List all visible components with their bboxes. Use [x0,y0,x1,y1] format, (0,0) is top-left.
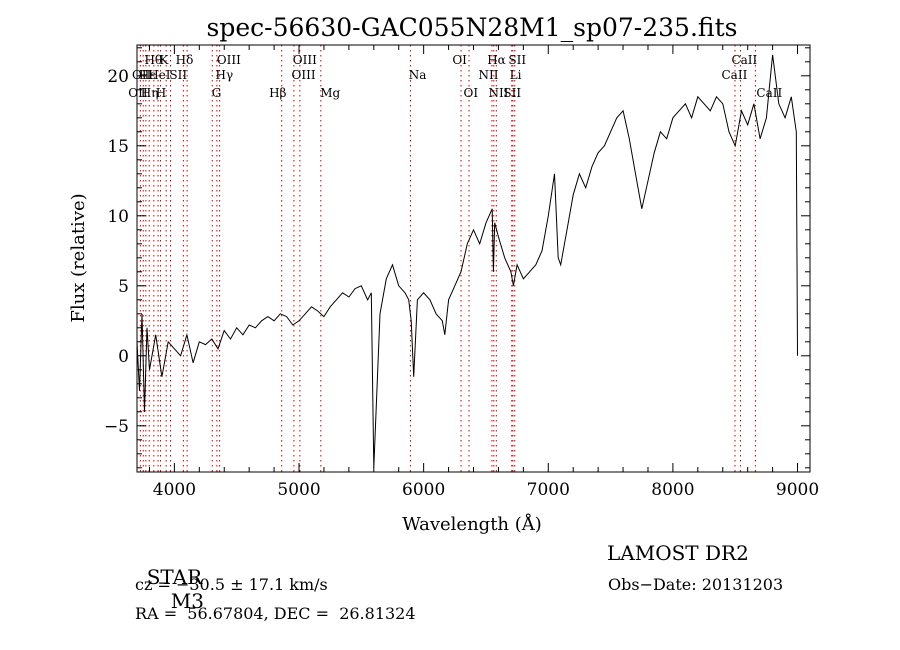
y-tick-label: 20 [107,67,129,87]
spectral-line-label: HeI [148,68,171,82]
spectral-line-label: Hθ [144,53,162,67]
spectral-line-label: OIII [217,53,241,67]
y-axis: −5 0 5 10 15 20 [104,47,810,469]
spectral-line-label: SII [169,68,187,82]
spectral-line-label: G [212,86,222,100]
x-tick-label: 7000 [527,480,570,500]
x-axis: 4000 5000 6000 7000 8000 9000 [148,45,819,500]
x-tick-label: 5000 [277,480,320,500]
y-tick-label: 5 [118,277,129,297]
spectral-line-label: Hγ [216,68,234,82]
spectral-line-label: Hβ [269,86,286,100]
spectral-line-label: Hδ [176,53,194,67]
spectral-line-markers [139,45,756,472]
spectral-line-label: OIII [293,53,317,67]
spectral-line-label: H [156,86,166,100]
spectral-line-label: OI [452,53,467,67]
y-tick-label: 10 [107,207,129,227]
x-tick-label: 9000 [776,480,819,500]
spectral-line-label: OI [464,86,479,100]
spectral-line-label: CaII [756,86,782,100]
spectral-line-label: Hε [139,68,156,82]
spectral-line-label: NII [478,68,498,82]
x-tick-label: 6000 [402,480,445,500]
x-axis-label: Wavelength (Å) [402,513,542,535]
y-tick-label: −5 [104,417,129,437]
x-tick-label: 4000 [153,480,196,500]
spectral-line-label: Na [409,68,427,82]
spectrum-chart: spec-56630-GAC055N28M1_sp07-235.fits HθK… [68,13,819,535]
subclass-label: M3 [170,589,204,613]
spectral-line-label: SII [503,86,521,100]
survey-label: LAMOST DR2 [607,541,749,565]
spectral-line-label: Mg [320,86,340,100]
spectrum-line [136,54,798,468]
object-class: STAR M3 [134,541,204,613]
spectral-line-label: CaII [731,53,757,67]
spectrum-series [136,54,798,468]
spectral-line-label: OII [128,86,148,100]
spectral-line-label: K [159,53,169,67]
spectral-line-label: Li [510,68,522,82]
obs-date: Obs−Date: 20131203 [608,575,784,594]
x-tick-label: 8000 [651,480,694,500]
redshift-readout: cz = −30.5 ± 17.1 km/s [135,575,328,594]
spectral-line-label: OIII [292,68,316,82]
spectral-line-label: Hη [141,86,159,100]
coordinates: RA = 56.67804, DEC = 26.81324 [135,604,416,623]
spectral-line-label: NII [488,86,508,100]
y-tick-label: 15 [107,137,129,157]
y-tick-label: 0 [118,347,129,367]
chart-title: spec-56630-GAC055N28M1_sp07-235.fits [207,13,738,42]
class-label: STAR [146,565,203,589]
spectral-line-label: SII [508,53,526,67]
spectral-line-label: Hα [487,53,506,67]
spectral-line-label: CaII [722,68,748,82]
y-axis-label: Flux (relative) [68,193,89,322]
